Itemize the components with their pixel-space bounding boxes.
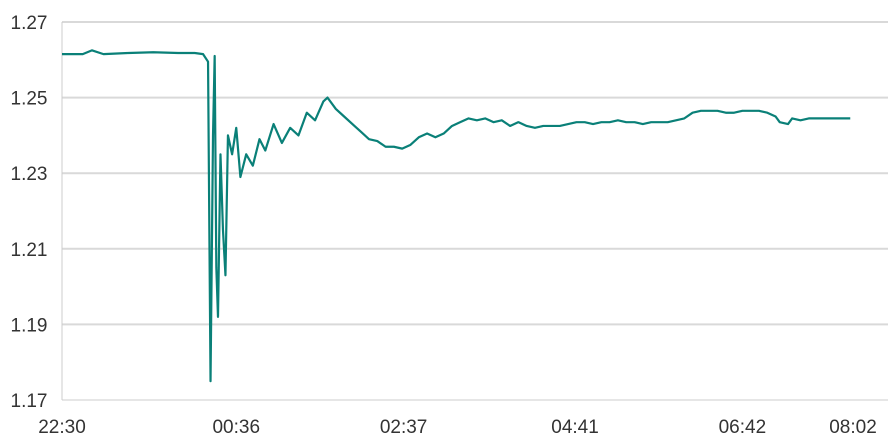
x-tick-label: 22:30 (38, 417, 86, 438)
y-tick-label: 1.17 (11, 391, 48, 412)
y-tick-label: 1.25 (11, 89, 48, 110)
grid-lines (62, 21, 888, 326)
y-tick-label: 1.27 (11, 13, 48, 34)
y-axis-tick-labels: 1.27 1.25 1.23 1.21 1.19 1.17 (11, 13, 48, 412)
x-tick-label: 02:37 (380, 417, 428, 438)
y-tick-label: 1.21 (11, 240, 48, 261)
x-tick-label: 08:02 (829, 417, 877, 438)
y-tick-label: 1.23 (11, 164, 48, 185)
x-tick-label: 04:41 (551, 417, 599, 438)
series-area (61, 49, 851, 383)
x-axis-tick-labels: 22:30 00:36 02:37 04:41 06:42 08:02 (38, 417, 877, 438)
axes (61, 22, 888, 401)
series-line (62, 49, 851, 383)
x-tick-label: 06:42 (719, 417, 767, 438)
x-tick-label: 00:36 (212, 417, 260, 438)
y-tick-label: 1.19 (11, 315, 48, 336)
